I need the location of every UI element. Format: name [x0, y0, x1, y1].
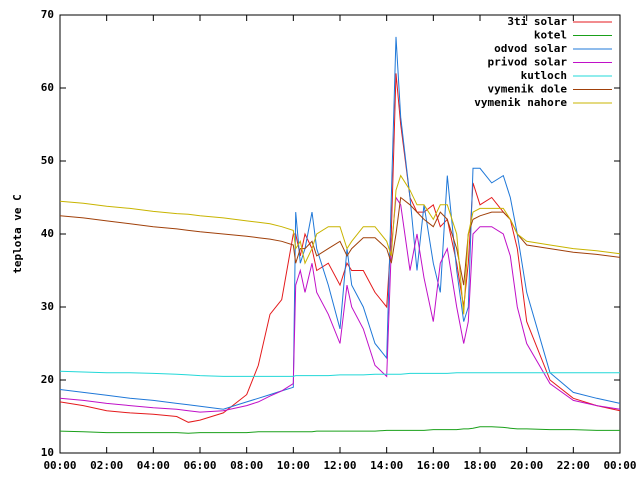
series-line [59, 196, 621, 413]
x-tick-label: 12:00 [323, 459, 356, 472]
y-axis-label: teplota ve C [11, 194, 24, 273]
x-tick-label: 14:00 [370, 459, 403, 472]
y-tick-label: 60 [41, 81, 54, 94]
series-line [59, 174, 621, 315]
legend-label: kotel [534, 29, 567, 42]
x-tick-label: 16:00 [417, 459, 450, 472]
y-tick-label: 70 [41, 8, 54, 21]
legend-label: kutloch [521, 69, 567, 82]
x-tick-label: 10:00 [277, 459, 310, 472]
legend-label: vymenik dole [488, 83, 568, 96]
x-tick-label: 08:00 [230, 459, 263, 472]
legend-label: 3ti solar [507, 15, 567, 28]
x-tick-label: 20:00 [510, 459, 543, 472]
y-tick-label: 50 [41, 154, 54, 167]
y-tick-label: 30 [41, 300, 54, 313]
series-line [59, 370, 620, 377]
y-tick-label: 40 [41, 227, 54, 240]
x-tick-label: 00:00 [43, 459, 76, 472]
x-tick-label: 04:00 [137, 459, 170, 472]
legend-label: odvod solar [494, 42, 567, 55]
legend-label: privod solar [488, 56, 568, 69]
x-tick-label: 00:00 [603, 459, 636, 472]
x-tick-label: 02:00 [90, 459, 123, 472]
x-tick-label: 22:00 [557, 459, 590, 472]
series-line [59, 426, 620, 434]
x-tick-label: 18:00 [463, 459, 496, 472]
series-line [59, 196, 621, 286]
y-tick-label: 10 [41, 446, 54, 459]
y-tick-label: 20 [41, 373, 54, 386]
legend-label: vymenik nahore [474, 96, 567, 109]
x-tick-label: 06:00 [183, 459, 216, 472]
series-line [59, 73, 621, 423]
series-line [59, 36, 621, 410]
